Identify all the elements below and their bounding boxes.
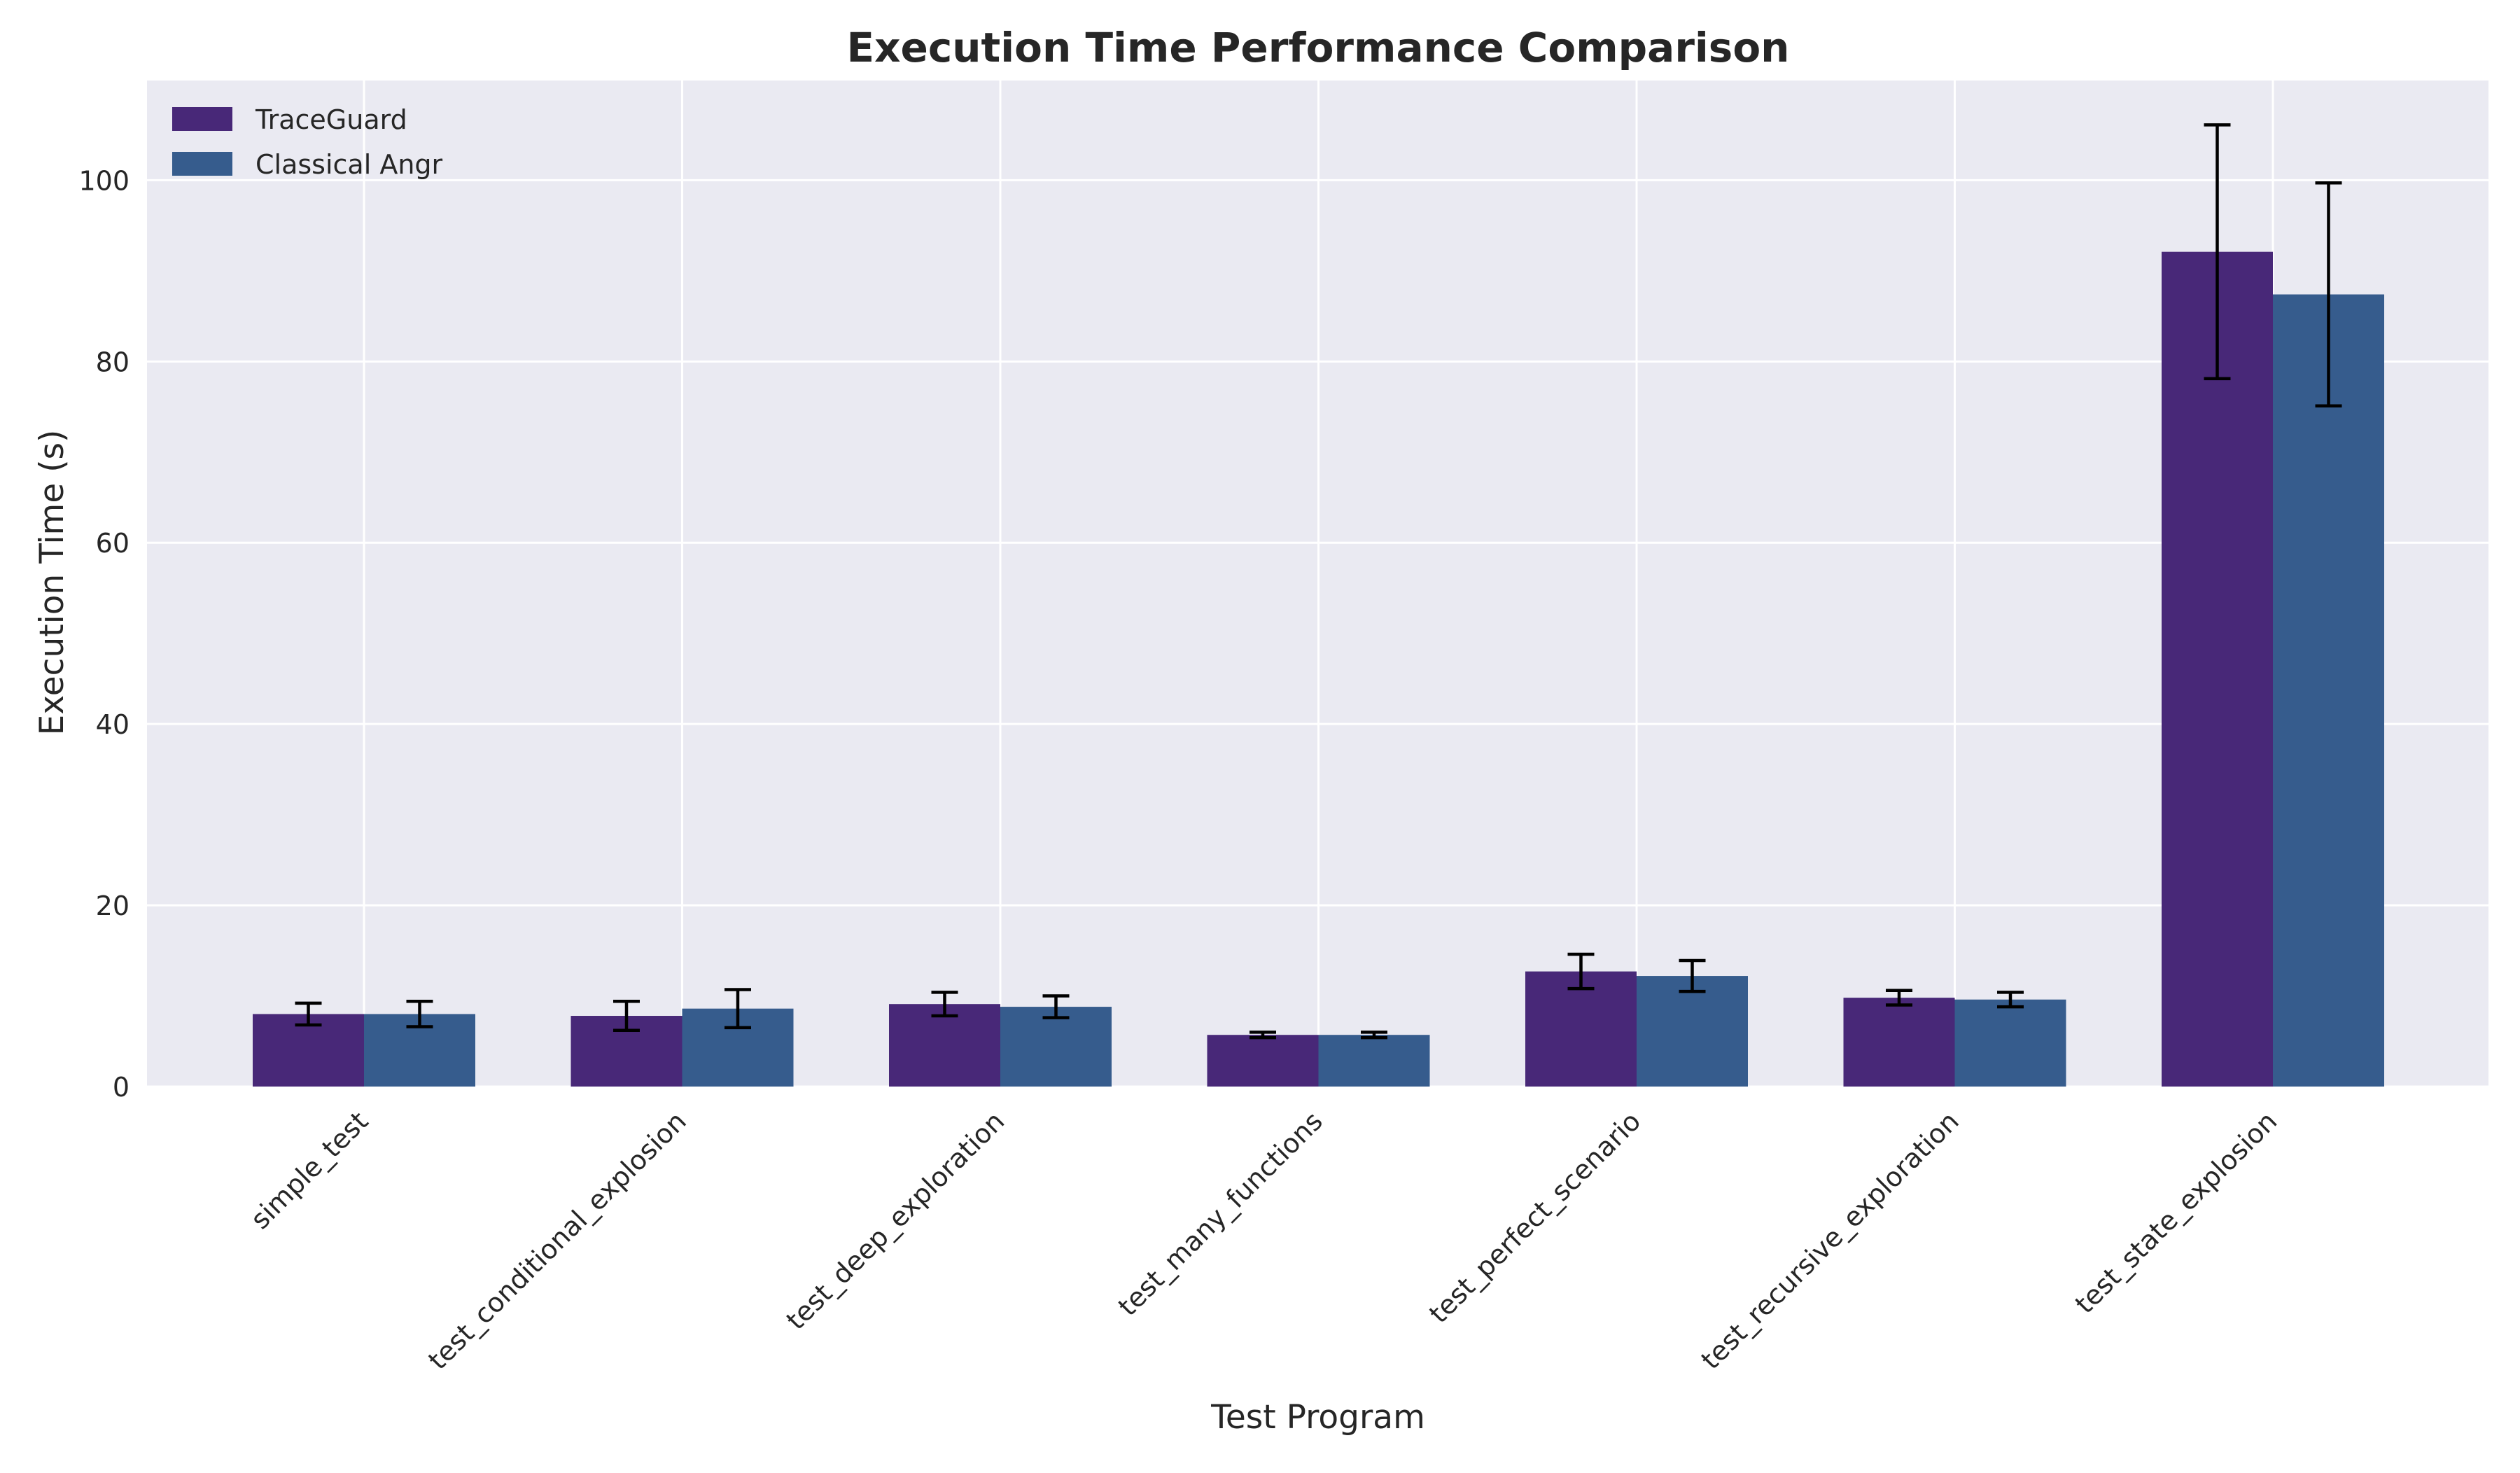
legend-swatch (172, 152, 232, 176)
y-axis-ticks: 0 20 40 60 80 100 (78, 165, 130, 1103)
bar-classical-angr (1318, 1035, 1430, 1087)
y-tick-label: 80 (96, 347, 130, 377)
x-axis-label: Test Program (1210, 1398, 1425, 1437)
bars (253, 251, 2384, 1087)
legend: TraceGuard Classical Angr (172, 104, 443, 180)
bar-classical-angr (1000, 1007, 1112, 1087)
y-axis-label: Execution Time (s) (33, 430, 71, 736)
y-tick-label: 0 (113, 1072, 130, 1103)
bar-traceguard (1207, 1035, 1319, 1087)
y-tick-label: 100 (78, 165, 130, 196)
y-tick-label: 20 (96, 891, 130, 921)
chart-title: Execution Time Performance Comparison (847, 24, 1790, 71)
bar-classical-angr (2273, 294, 2384, 1087)
legend-label: TraceGuard (255, 104, 407, 135)
bar-traceguard (2162, 251, 2273, 1087)
y-tick-label: 40 (96, 709, 130, 740)
bar-classical-angr (1954, 999, 2066, 1087)
bar-traceguard (1525, 971, 1637, 1087)
grid-lines (147, 81, 2488, 1088)
legend-label: Classical Angr (255, 149, 443, 180)
bar-traceguard (889, 1004, 1000, 1087)
legend-swatch (172, 107, 232, 131)
y-tick-label: 60 (96, 528, 130, 559)
bar-traceguard (1843, 998, 1955, 1087)
bar-classical-angr (1637, 976, 1748, 1087)
error-bars (295, 123, 2342, 1040)
